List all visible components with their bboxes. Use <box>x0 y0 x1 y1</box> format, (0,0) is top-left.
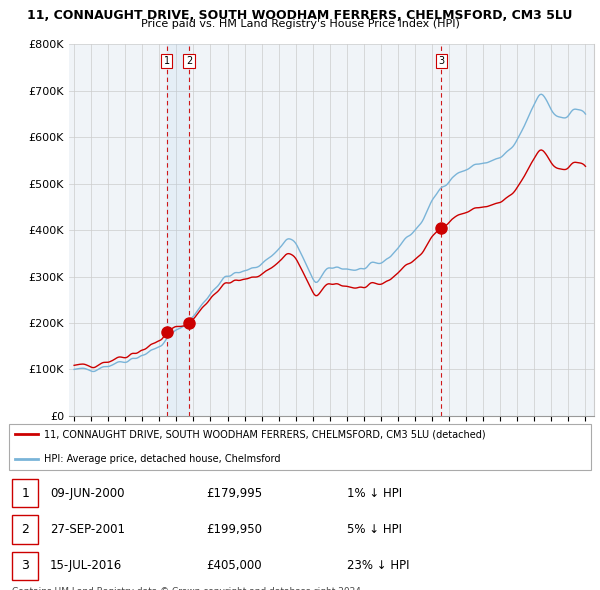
Text: 11, CONNAUGHT DRIVE, SOUTH WOODHAM FERRERS, CHELMSFORD, CM3 5LU: 11, CONNAUGHT DRIVE, SOUTH WOODHAM FERRE… <box>28 9 572 22</box>
Text: Price paid vs. HM Land Registry's House Price Index (HPI): Price paid vs. HM Land Registry's House … <box>140 19 460 29</box>
Text: 1% ↓ HPI: 1% ↓ HPI <box>347 487 402 500</box>
Text: 15-JUL-2016: 15-JUL-2016 <box>50 559 122 572</box>
FancyBboxPatch shape <box>9 424 591 470</box>
Text: £179,995: £179,995 <box>206 487 262 500</box>
Text: 1: 1 <box>164 56 170 66</box>
Text: 1: 1 <box>21 487 29 500</box>
Text: 23% ↓ HPI: 23% ↓ HPI <box>347 559 410 572</box>
Text: £405,000: £405,000 <box>206 559 262 572</box>
Text: 3: 3 <box>21 559 29 572</box>
Text: 2: 2 <box>21 523 29 536</box>
Text: Contains HM Land Registry data © Crown copyright and database right 2024.
This d: Contains HM Land Registry data © Crown c… <box>12 587 364 590</box>
Text: 09-JUN-2000: 09-JUN-2000 <box>50 487 125 500</box>
Text: 5% ↓ HPI: 5% ↓ HPI <box>347 523 402 536</box>
FancyBboxPatch shape <box>12 552 38 580</box>
FancyBboxPatch shape <box>12 515 38 544</box>
Text: 3: 3 <box>438 56 445 66</box>
Text: HPI: Average price, detached house, Chelmsford: HPI: Average price, detached house, Chel… <box>44 454 281 464</box>
Text: £199,950: £199,950 <box>206 523 262 536</box>
Text: 2: 2 <box>186 56 192 66</box>
Bar <box>167 44 189 416</box>
Text: 11, CONNAUGHT DRIVE, SOUTH WOODHAM FERRERS, CHELMSFORD, CM3 5LU (detached): 11, CONNAUGHT DRIVE, SOUTH WOODHAM FERRE… <box>44 430 486 440</box>
Text: 27-SEP-2001: 27-SEP-2001 <box>50 523 125 536</box>
FancyBboxPatch shape <box>12 479 38 507</box>
